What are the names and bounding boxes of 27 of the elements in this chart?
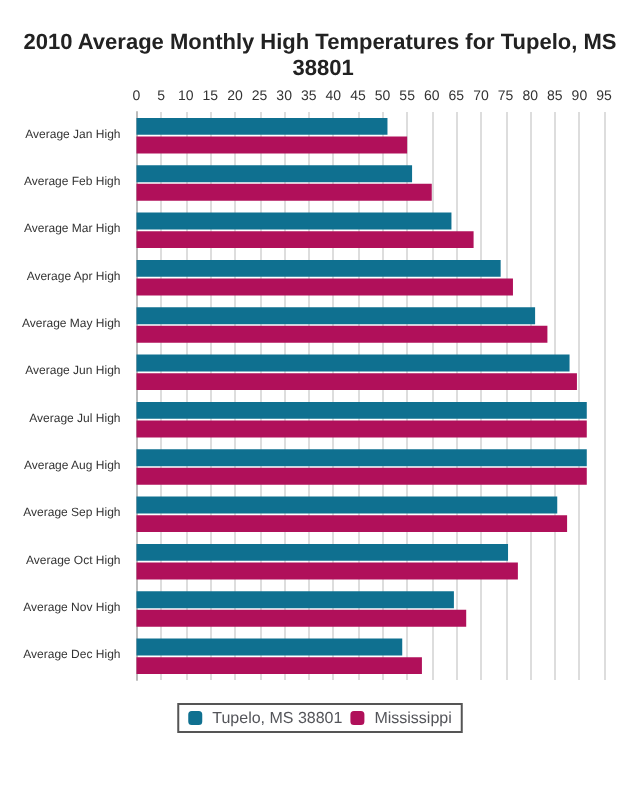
chart-title: 2010 Average Monthly High Temperatures for Tupelo, MS 38801 (23, 31, 617, 81)
bar (136, 467, 587, 485)
bar (136, 373, 577, 391)
bar (136, 231, 474, 249)
bar (136, 591, 454, 609)
bar (136, 657, 422, 675)
bar (136, 420, 587, 438)
bar (136, 638, 403, 656)
bar (136, 278, 513, 296)
bar (136, 117, 388, 135)
bar (136, 449, 587, 467)
legend-label: Mississippi (374, 709, 453, 727)
bar (136, 136, 408, 154)
bar (136, 562, 518, 580)
bar (136, 543, 509, 561)
bar (136, 212, 452, 230)
bar (136, 401, 587, 419)
bar (136, 183, 432, 201)
legend-label: Tupelo, MS 38801 (212, 709, 344, 727)
bar (136, 325, 548, 343)
bar (136, 515, 568, 533)
bar (136, 496, 558, 514)
bar (136, 165, 413, 183)
bar (136, 307, 536, 325)
bar (136, 354, 570, 372)
bar (136, 609, 467, 627)
bar (136, 259, 501, 277)
